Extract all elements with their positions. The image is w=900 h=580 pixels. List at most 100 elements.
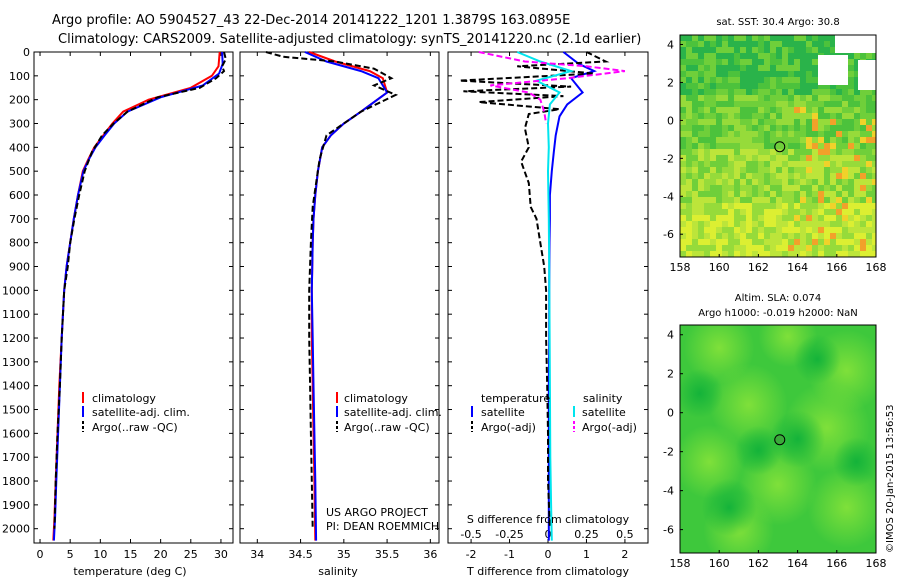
sst-cell	[752, 221, 758, 227]
sst-cell	[848, 179, 854, 185]
sst-cell	[680, 185, 686, 191]
sst-cell	[680, 215, 686, 221]
sst-cell	[818, 35, 824, 41]
salinity-panel-frame	[239, 51, 440, 544]
sst-cell	[860, 239, 866, 245]
sst-cell	[686, 149, 692, 155]
sst-cell	[680, 239, 686, 245]
sst-cell	[788, 203, 794, 209]
sst-cell	[794, 215, 800, 221]
sst-cell	[710, 155, 716, 161]
sst-cell	[758, 113, 764, 119]
sst-cell	[698, 245, 704, 251]
sst-cell	[824, 101, 830, 107]
sst-cell	[824, 119, 830, 125]
sst-cell	[830, 179, 836, 185]
sst-cell	[794, 53, 800, 59]
sst-cell	[758, 155, 764, 161]
sst-cell	[824, 161, 830, 167]
sst-cell	[746, 233, 752, 239]
sst-cell	[824, 239, 830, 245]
sst-cell	[698, 161, 704, 167]
sst-cell	[818, 137, 824, 143]
sst-cell	[800, 35, 806, 41]
sst-cell	[806, 173, 812, 179]
sst-cell	[698, 65, 704, 71]
sst-cell	[758, 245, 764, 251]
sst-cell	[848, 77, 854, 83]
sst-cell	[692, 47, 698, 53]
sst-cell	[854, 113, 860, 119]
sst-cell	[800, 83, 806, 89]
map-y-tick-label: -4	[663, 485, 674, 498]
sst-cell	[722, 41, 728, 47]
sst-cell	[848, 251, 854, 257]
sst-cell	[824, 173, 830, 179]
sst-cell	[692, 65, 698, 71]
sst-cell	[698, 221, 704, 227]
sst-cell	[818, 125, 824, 131]
sst-cell	[788, 77, 794, 83]
sst-cell	[740, 155, 746, 161]
sst-cell	[698, 227, 704, 233]
sst-cell	[716, 203, 722, 209]
sst-cell	[848, 221, 854, 227]
sst-cell	[698, 251, 704, 257]
sst-cell	[794, 209, 800, 215]
x-tick-label: 34.5	[288, 548, 313, 561]
sst-cell	[746, 203, 752, 209]
map-y-tick-label: 2	[667, 368, 674, 381]
sst-cell	[698, 35, 704, 41]
temperature-series-climatology	[52, 51, 221, 541]
argo-float-marker	[774, 434, 786, 446]
sst-cell	[716, 215, 722, 221]
sst-cell	[860, 143, 866, 149]
sst-cell	[776, 161, 782, 167]
sst-cell	[794, 143, 800, 149]
sst-cell	[782, 239, 788, 245]
sst-cell	[752, 167, 758, 173]
sst-cell	[722, 185, 728, 191]
sst-cell	[722, 245, 728, 251]
sst-cell	[710, 191, 716, 197]
map-y-tick-label: 4	[667, 38, 674, 51]
sst-cell	[722, 83, 728, 89]
sst-cell	[680, 77, 686, 83]
sst-cell	[836, 233, 842, 239]
sst-map-frame	[679, 34, 877, 258]
sst-cell	[770, 41, 776, 47]
sst-cell	[812, 167, 818, 173]
sst-cell	[848, 65, 854, 71]
sst-cell	[770, 89, 776, 95]
map-x-tick-label: 164	[787, 261, 808, 274]
sst-cell	[788, 191, 794, 197]
sst-cell	[818, 191, 824, 197]
sst-cell	[680, 59, 686, 65]
sst-cell	[872, 167, 876, 173]
sst-cell	[800, 155, 806, 161]
sst-cell	[848, 209, 854, 215]
sst-cell	[800, 89, 806, 95]
sst-cell	[806, 71, 812, 77]
sst-cell	[716, 191, 722, 197]
sst-cell	[872, 155, 876, 161]
sst-cell	[752, 203, 758, 209]
sst-cell	[680, 197, 686, 203]
sst-cell	[680, 101, 686, 107]
sst-cell	[710, 131, 716, 137]
sst-cell	[794, 149, 800, 155]
map-x-tick-label: 160	[709, 261, 730, 274]
sst-cell	[698, 83, 704, 89]
sst-cell	[740, 143, 746, 149]
sst-cell	[770, 137, 776, 143]
sst-cell	[842, 215, 848, 221]
sst-cell	[842, 131, 848, 137]
sst-cell	[854, 125, 860, 131]
sst-cell	[734, 167, 740, 173]
sst-cell	[716, 239, 722, 245]
sst-cell	[728, 53, 734, 59]
sst-cell	[746, 191, 752, 197]
sst-cell	[800, 143, 806, 149]
sst-cell	[686, 125, 692, 131]
sst-cell	[710, 227, 716, 233]
